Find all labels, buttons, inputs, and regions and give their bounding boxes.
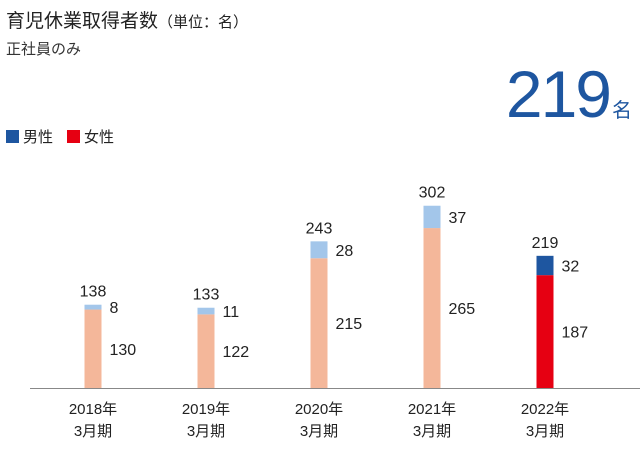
category-label-1-line2: 3月期 — [187, 423, 225, 440]
total-label-4: 219 — [532, 235, 559, 252]
male-value-label-4: 32 — [562, 258, 580, 275]
category-label-1-line1: 2019年 — [182, 401, 230, 418]
legend-label-female: 女性 — [84, 128, 115, 146]
bar-male-0 — [84, 304, 102, 310]
chart-subtitle: 正社員のみ — [6, 40, 82, 58]
legend: 男性 女性 — [6, 126, 114, 147]
total-value: 219 — [505, 57, 612, 131]
female-value-label-1: 122 — [223, 344, 250, 361]
total-callout: 219 名 — [506, 56, 632, 132]
category-label-3-line1: 2021年 — [408, 401, 456, 418]
legend-swatch-male — [6, 130, 19, 143]
category-label-4-line2: 3月期 — [526, 423, 564, 440]
female-value-label-2: 215 — [336, 316, 363, 333]
legend-swatch-female — [67, 130, 81, 143]
chart-title: 育児休業取得者数（単位：名） — [6, 6, 248, 33]
category-label-4-line1: 2022年 — [521, 401, 569, 418]
male-value-label-2: 28 — [336, 243, 354, 260]
total-label-0: 138 — [80, 284, 107, 301]
female-value-label-0: 130 — [110, 342, 137, 359]
total-label-3: 302 — [419, 185, 446, 202]
bar-male-1 — [197, 307, 215, 315]
total-label-2: 243 — [306, 220, 333, 237]
category-label-0-line2: 3月期 — [74, 423, 112, 440]
legend-item-female: 女性 — [67, 126, 114, 147]
bar-female-4 — [536, 275, 554, 388]
male-value-label-0: 8 — [110, 300, 119, 317]
female-value-label-3: 265 — [449, 301, 476, 318]
category-label-2-line2: 3月期 — [300, 423, 338, 440]
chart-title-unit: （単位：名） — [158, 13, 249, 31]
bar-female-0 — [84, 309, 102, 388]
bar-male-4 — [536, 255, 554, 276]
category-label-0-line1: 2018年 — [69, 401, 117, 418]
male-value-label-1: 11 — [223, 304, 240, 321]
legend-item-male: 男性 — [6, 126, 53, 147]
bar-female-3 — [423, 228, 441, 388]
bar-female-2 — [310, 258, 328, 388]
category-label-3-line2: 3月期 — [413, 423, 451, 440]
chart-title-text: 育児休業取得者数 — [6, 10, 159, 32]
bar-female-1 — [197, 314, 215, 388]
legend-label-male: 男性 — [23, 128, 54, 146]
bar-male-3 — [423, 205, 441, 229]
male-value-label-3: 37 — [449, 210, 467, 227]
female-value-label-4: 187 — [562, 325, 589, 342]
bar-male-2 — [310, 241, 328, 259]
total-unit: 名 — [612, 98, 632, 122]
category-label-2-line1: 2020年 — [295, 401, 343, 418]
total-label-1: 133 — [193, 287, 220, 304]
